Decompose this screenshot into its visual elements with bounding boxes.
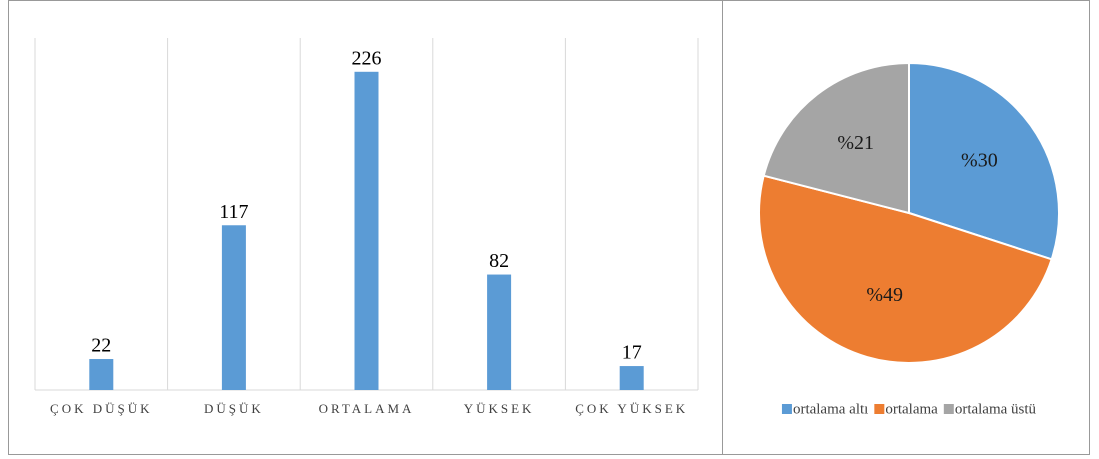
- bar: [221, 225, 246, 390]
- data-label: %30: [961, 149, 998, 171]
- frame: [8, 0, 1090, 455]
- data-label: 82: [489, 250, 509, 272]
- data-label: 22: [91, 335, 111, 357]
- bar: [619, 366, 644, 390]
- data-label: %21: [837, 132, 874, 154]
- data-label: 17: [622, 342, 642, 364]
- x-tick-label: ÇOK YÜKSEK: [575, 401, 688, 416]
- x-tick-label: ORTALAMA: [319, 401, 415, 416]
- pie-slice: [762, 61, 910, 215]
- pie-slice: [758, 174, 1053, 364]
- x-tick-label: DÜŞÜK: [204, 401, 264, 416]
- legend-label: ortalama altı: [793, 401, 868, 417]
- x-tick-label: ÇOK DÜŞÜK: [50, 401, 152, 416]
- bar: [89, 359, 114, 390]
- legend-label: ortalama üstü: [955, 401, 1037, 417]
- legend-swatch: [943, 404, 954, 414]
- legend-label: ortalama: [885, 401, 938, 417]
- x-tick-label: YÜKSEK: [464, 401, 535, 416]
- data-label: 226: [352, 47, 382, 69]
- pie-slice: [908, 61, 1060, 261]
- bar: [354, 71, 379, 391]
- data-label: %49: [866, 284, 903, 306]
- legend: ortalama altı ortalama ortalama üstü: [781, 401, 1037, 417]
- bar: [487, 274, 512, 390]
- data-label: 117: [219, 201, 248, 223]
- legend-swatch: [874, 404, 885, 414]
- legend-swatch: [781, 404, 792, 414]
